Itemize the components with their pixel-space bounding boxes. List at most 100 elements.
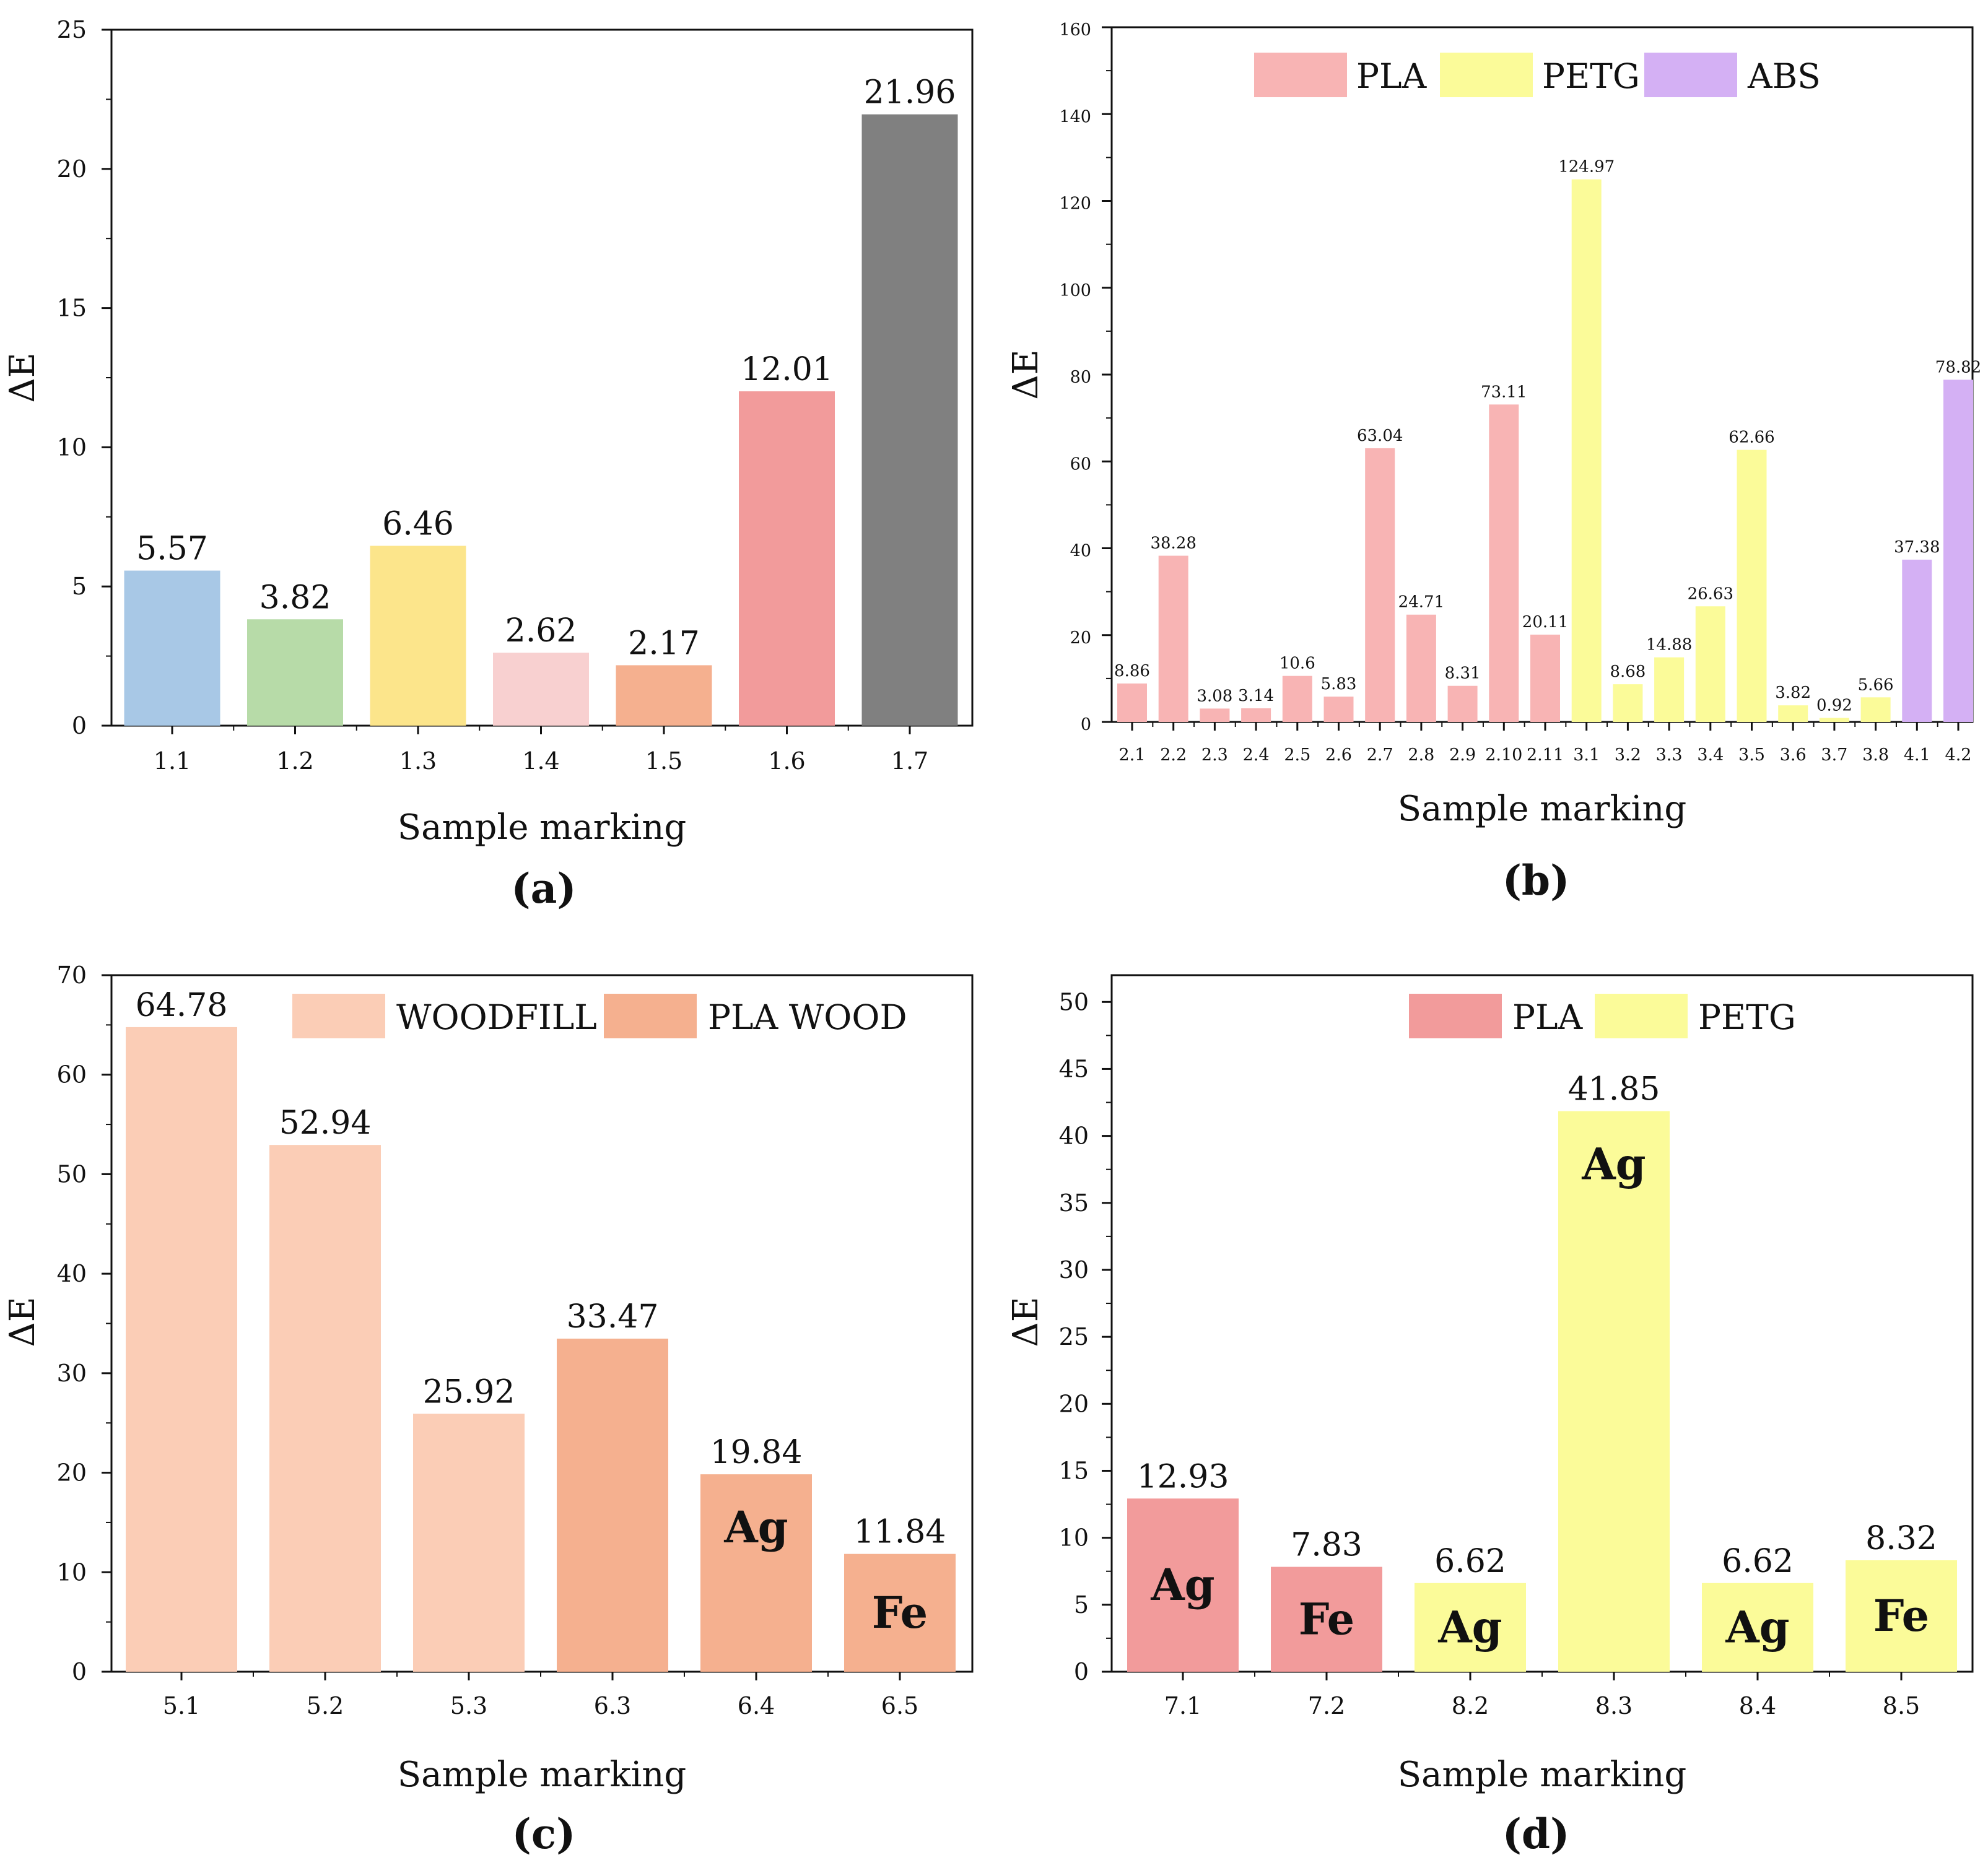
bar-value-label: 24.71	[1398, 593, 1444, 612]
bar-value-label: 3.82	[1775, 684, 1811, 702]
bar-5.1	[126, 1027, 237, 1672]
panel-c-y-axis-title: ΔE	[2, 1297, 43, 1347]
bar-1.6	[739, 391, 835, 726]
bar-7.2	[1271, 1566, 1382, 1672]
y-tick-label: 25	[1059, 1323, 1089, 1350]
y-tick-label: 45	[1059, 1055, 1089, 1082]
bar-5.3	[413, 1414, 525, 1672]
panel-a: 0 5 10 15 20 25 5.57 1.1 3.82 1.2 6.46 1.3 2.62 1.4 2…	[2, 16, 974, 913]
bar-3.3	[1654, 657, 1685, 722]
x-tick-label: 8.3	[1595, 1692, 1633, 1719]
bar-2.11	[1530, 634, 1560, 722]
x-tick-label: 2.8	[1408, 745, 1434, 765]
bar-2.8	[1406, 614, 1436, 722]
y-tick-label: 100	[1059, 281, 1091, 300]
bar-value-label: 14.88	[1646, 636, 1692, 654]
bar-8.2	[1415, 1583, 1526, 1672]
legend-label-abs: ABS	[1747, 56, 1821, 96]
panel-a-bars: 5.57 1.1 3.82 1.2 6.46 1.3 2.62 1.4 2.17 1.5 12.01…	[124, 74, 958, 775]
bar-value-label: 5.83	[1321, 675, 1357, 693]
bar-2.10	[1489, 404, 1519, 722]
bar-value-label: 7.83	[1291, 1527, 1362, 1564]
bar-6.4	[700, 1474, 812, 1672]
bar-2.4	[1241, 708, 1271, 722]
panel-d-y-ticks: 0 5 10 15 20 25 30 35 40 45 50	[1059, 988, 1112, 1685]
x-tick-label: 2.4	[1243, 745, 1270, 765]
y-tick-label: 20	[57, 1459, 87, 1487]
bar-value-label: 6.62	[1434, 1543, 1506, 1580]
x-tick-label: 1.1	[154, 747, 191, 775]
panel-c-bars: 64.78 5.1 52.94 5.2 25.92 5.3 33.47 6.3 19.84 6.4…	[126, 987, 956, 1719]
bar-value-label: 41.85	[1568, 1071, 1660, 1108]
y-tick-label: 20	[1070, 628, 1091, 648]
y-tick-label: 20	[1059, 1390, 1089, 1417]
y-tick-label: 5	[72, 573, 87, 600]
x-tick-label: 7.2	[1308, 1692, 1345, 1719]
x-tick-label: 1.4	[522, 747, 559, 775]
panel-b-x-axis-title: Sample marking	[1398, 789, 1687, 829]
y-tick-label: 40	[1059, 1123, 1089, 1150]
y-tick-label: 15	[1059, 1457, 1089, 1484]
x-tick-label: 6.4	[738, 1692, 775, 1719]
panel-c: 0 10 20 30 40 50 60 70 64.78 5.1 52.94 5.2 25.92 5.3…	[2, 962, 974, 1858]
bar-element-label: Ag	[723, 1501, 788, 1553]
x-tick-label: 8.4	[1739, 1692, 1776, 1719]
x-tick-label: 3.4	[1697, 745, 1724, 765]
y-tick-label: 140	[1059, 107, 1091, 126]
bar-value-label: 5.66	[1858, 676, 1894, 694]
bar-value-label: 26.63	[1688, 584, 1733, 603]
bar-2.1	[1117, 683, 1147, 722]
bar-value-label: 73.11	[1481, 383, 1527, 401]
bar-1.1	[124, 570, 220, 726]
bar-1.7	[861, 114, 958, 726]
panel-b-y-ticks: 0 20 40 60 80 100 120 140 160	[1059, 20, 1112, 734]
bar-3.5	[1737, 450, 1767, 722]
bar-3.7	[1819, 718, 1849, 722]
x-tick-label: 2.6	[1325, 745, 1352, 765]
x-tick-label: 2.7	[1367, 745, 1393, 765]
x-tick-label: 3.5	[1738, 745, 1765, 765]
legend-swatch-abs	[1644, 53, 1737, 97]
y-tick-label: 10	[57, 1558, 87, 1586]
panel-b: 0 20 40 60 80 100 120 140 160 8.86 2.1 38.28 2.2 3.0…	[1006, 20, 1981, 905]
bar-value-label: 8.32	[1865, 1520, 1937, 1557]
y-tick-label: 15	[57, 295, 87, 322]
bar-1.2	[247, 619, 343, 726]
bar-element-label: Fe	[1873, 1590, 1929, 1641]
y-tick-label: 160	[1059, 20, 1091, 40]
y-tick-label: 0	[72, 712, 87, 739]
bar-value-label: 52.94	[279, 1105, 372, 1142]
bar-1.4	[493, 653, 589, 726]
panel-c-legend: WOODFILL PLA WOOD	[292, 994, 907, 1038]
x-tick-label: 3.7	[1821, 745, 1847, 765]
bar-7.1	[1127, 1498, 1239, 1672]
bar-3.2	[1613, 684, 1643, 722]
bar-2.3	[1200, 708, 1230, 722]
x-tick-label: 6.3	[594, 1692, 631, 1719]
bar-value-label: 33.47	[567, 1298, 659, 1336]
bar-value-label: 37.38	[1894, 538, 1940, 557]
bar-1.3	[370, 545, 466, 726]
legend-swatch-woodfill	[292, 994, 385, 1038]
bar-value-label: 6.62	[1722, 1543, 1794, 1580]
x-tick-label: 3.3	[1656, 745, 1683, 765]
x-tick-label: 2.1	[1119, 745, 1146, 765]
x-tick-label: 3.6	[1780, 745, 1807, 765]
panel-d: 0 5 10 15 20 25 30 35 40 45 50 12.93 7.1 Ag 7.83 7.2 Fe…	[1006, 974, 1974, 1858]
bar-2.7	[1365, 448, 1395, 722]
x-tick-label: 6.5	[881, 1692, 918, 1719]
panel-d-frame	[1110, 974, 1974, 1673]
y-tick-label: 0	[1081, 715, 1091, 734]
y-tick-label: 30	[1059, 1256, 1089, 1284]
panel-c-y-ticks: 0 10 20 30 40 50 60 70	[57, 962, 111, 1685]
bar-6.5	[844, 1553, 956, 1672]
bar-value-label: 5.57	[136, 531, 208, 568]
y-tick-label: 10	[1059, 1524, 1089, 1552]
bar-value-label: 64.78	[136, 987, 228, 1024]
panel-c-label: (c)	[512, 1810, 576, 1858]
x-tick-label: 1.7	[891, 747, 928, 775]
panel-c-frame	[110, 974, 974, 1673]
bar-4.2	[1943, 380, 1973, 722]
bar-3.4	[1695, 606, 1725, 722]
y-tick-label: 20	[57, 155, 87, 183]
